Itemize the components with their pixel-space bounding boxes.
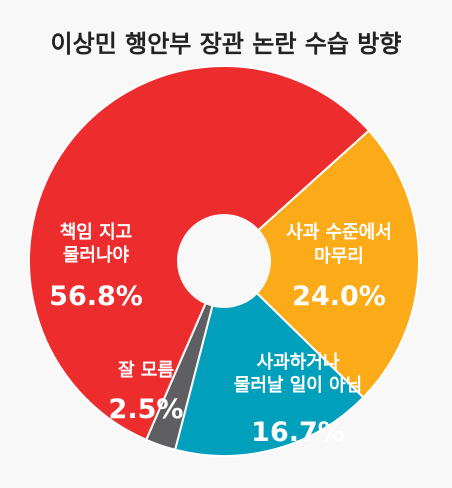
slice-value-apology-settle: 24.0% — [292, 281, 386, 312]
slice-label-dont-know: 잘 모름 — [118, 360, 174, 381]
chart-title: 이상민 행안부 장관 논란 수습 방향 — [51, 30, 402, 58]
pie-slice-apology-settle — [222, 129, 420, 399]
slice-label-resign: 책임 지고 — [60, 222, 133, 243]
slice-label-not-resign: 물러날 일이 아님 — [234, 375, 362, 396]
slice-label-resign: 물러나야 — [63, 245, 130, 266]
slice-label-not-resign: 사과하거나 — [257, 352, 340, 373]
slice-value-not-resign: 16.7% — [251, 417, 345, 448]
pie-slice-not-resign — [173, 259, 365, 457]
donut-hole — [177, 214, 271, 308]
slice-label-apology-settle: 마무리 — [314, 246, 364, 267]
slice-value-dont-know: 2.5% — [109, 394, 184, 425]
slice-label-apology-settle: 사과 수준에서 — [286, 222, 392, 243]
slice-value-resign: 56.8% — [49, 281, 143, 312]
